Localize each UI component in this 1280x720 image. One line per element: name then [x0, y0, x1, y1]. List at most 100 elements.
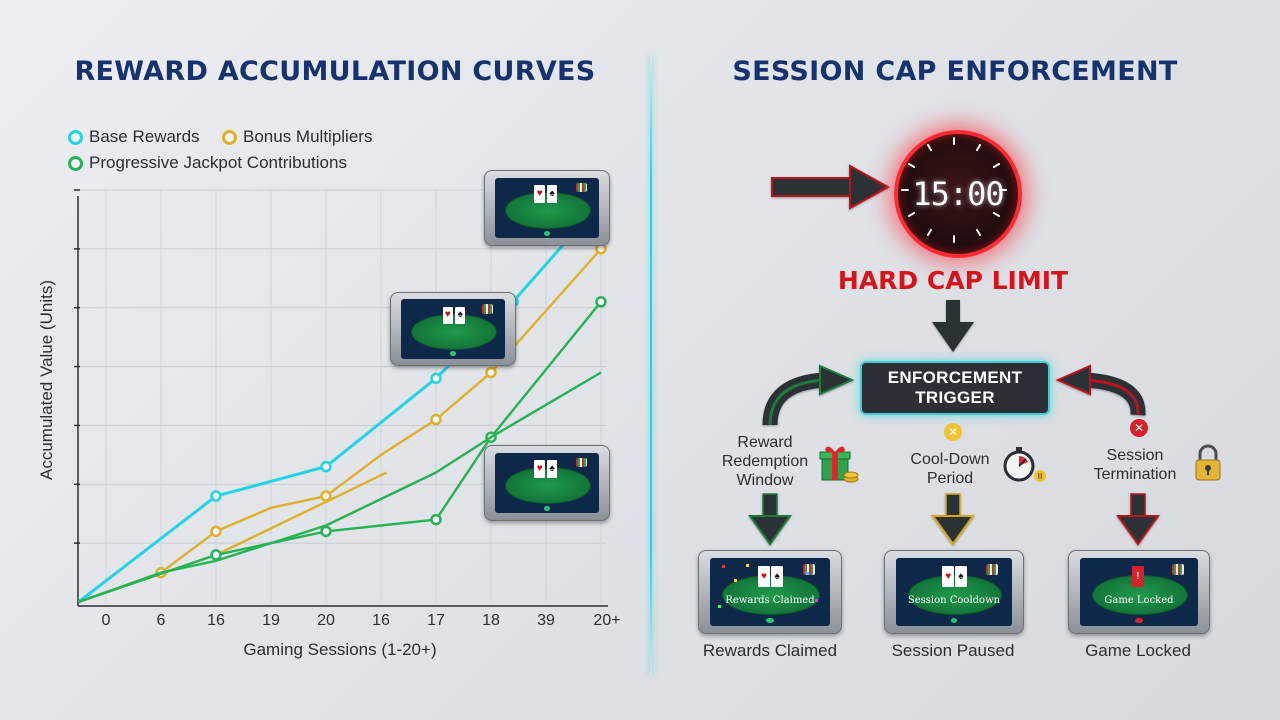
cooldown-x-icon: ✕ [944, 423, 962, 441]
enforcement-trigger: ENFORCEMENT TRIGGER [860, 361, 1050, 415]
input-arrow [771, 164, 891, 210]
chip-stack-icon [986, 563, 999, 575]
series-line-3 [78, 301, 602, 604]
confetti-icon [717, 605, 721, 609]
cooldown-down-arrow [931, 493, 975, 546]
series-point [320, 460, 332, 473]
stopwatch-icon: II [1003, 447, 1046, 482]
termination-curve-arrow [1055, 364, 1146, 416]
gift-coins-icon [819, 446, 859, 483]
poker-table [411, 313, 497, 350]
legend-label: Progressive Jackpot Contributions [89, 153, 347, 172]
card-hearts-icon: ♥ [758, 566, 770, 587]
warning-card-icon: ! [1131, 566, 1144, 587]
svg-text:✕: ✕ [948, 425, 958, 439]
label-line: Redemption [721, 453, 809, 470]
series-point [430, 513, 442, 526]
branch-label-redemption: Reward Redemption Window [700, 433, 830, 490]
timer-tick [907, 163, 916, 168]
branch-label-cooldown: Cool-Down Period [890, 450, 1010, 488]
confetti-icon [722, 565, 726, 569]
svg-text:✕: ✕ [1134, 421, 1144, 435]
x-tick-label: 16 [207, 612, 225, 629]
series-point [430, 372, 442, 385]
chart-series [77, 196, 607, 604]
timer-tick [976, 228, 981, 237]
tablet-message: Game Locked [1104, 595, 1174, 607]
chip-stack-icon [576, 182, 587, 193]
legend-item-base-rewards: Base Rewards [68, 127, 200, 147]
series-point [210, 525, 222, 538]
trigger-line-2: TRIGGER [915, 388, 995, 407]
x-tick-label: 16 [372, 612, 390, 629]
tablet-message: Session Cooldown [907, 595, 1001, 607]
redemption-curve-arrow [762, 364, 855, 426]
tablet-session-paused: ♥ ♠ Session Cooldown [884, 550, 1024, 634]
confetti-icon [734, 578, 738, 582]
tablet-screen: ♥ ♠ [494, 452, 600, 514]
card-spades-icon: ♠ [955, 566, 967, 587]
padlock-icon [1195, 444, 1221, 481]
legend-label: Base Rewards [89, 127, 200, 146]
hardcap-down-arrow [932, 300, 974, 352]
confetti-icon [815, 598, 819, 602]
right-panel-title: SESSION CAP ENFORCEMENT [732, 56, 1178, 87]
series-point [210, 490, 222, 502]
hard-cap-label: HARD CAP LIMIT [837, 266, 1069, 295]
termination-down-arrow [1116, 493, 1160, 546]
timer-tick [992, 212, 1001, 217]
home-button-icon [950, 617, 958, 623]
tablet-screen: ♥ ♠ [494, 177, 600, 239]
tablet-message: Rewards Claimed [725, 595, 815, 607]
chip-stack-icon [576, 457, 587, 468]
label-line: Termination [1093, 466, 1177, 483]
x-axis-label: Gaming Sessions (1-20+) [243, 640, 437, 659]
home-button-icon [543, 506, 551, 511]
timer-ticks [901, 137, 1007, 243]
timer-tick [992, 163, 1001, 168]
panel-divider [650, 55, 652, 675]
svg-text:II: II [1038, 472, 1043, 481]
timer-tick [927, 228, 932, 237]
series-point [430, 413, 442, 426]
label-line: Period [926, 470, 974, 487]
series-point [595, 296, 607, 308]
redemption-down-arrow [748, 493, 792, 546]
card-hearts-icon: ♥ [942, 566, 954, 587]
card-hearts-icon: ♥ [534, 459, 545, 479]
series-point [485, 366, 497, 379]
series-point [320, 525, 332, 538]
timer-tick [907, 212, 916, 217]
x-tick-label: 39 [537, 612, 555, 629]
reward-chart [74, 189, 608, 607]
x-tick-label: 20 [317, 612, 335, 629]
tablet-chart-middle: ♥ ♠ [390, 292, 516, 366]
tablet-game-locked: ! Game Locked [1068, 550, 1210, 634]
tablet-chart-bottom: ♥ ♠ [484, 445, 610, 521]
home-button-icon [766, 617, 774, 623]
y-axis-label-text: Accumulated Value (Units) [37, 280, 56, 480]
timer-display: 15:00 [912, 175, 1004, 213]
tablet-screen: ♥ ♠ [400, 299, 506, 359]
label-line: Window [736, 472, 794, 489]
card-hearts-icon: ♥ [534, 184, 545, 204]
outcome-session-paused: Session Paused [891, 641, 1015, 660]
legend-marker-icon [68, 129, 83, 145]
legend-item-bonus-multipliers: Bonus Multipliers [222, 127, 372, 147]
x-tick-label: 19 [262, 612, 280, 629]
poker-table [722, 574, 820, 616]
home-button-icon [543, 231, 551, 236]
tablet-rewards-claimed: ♥ ♠ Rewards Claimed [698, 550, 842, 634]
series-line-4 [78, 371, 602, 604]
confetti-icon [746, 563, 750, 567]
x-tick-label: 0 [101, 612, 111, 629]
card-hearts-icon: ♥ [442, 306, 453, 325]
card-spades-icon: ♠ [546, 459, 558, 479]
confetti-icon [805, 571, 809, 575]
session-timer: 15:00 [894, 130, 1022, 258]
left-panel-title: REWARD ACCUMULATION CURVES [74, 56, 596, 87]
timer-tick [927, 143, 932, 152]
legend-item-jackpot-contributions: Progressive Jackpot Contributions [68, 153, 347, 173]
legend-label: Bonus Multipliers [243, 127, 373, 146]
card-spades-icon: ♠ [546, 184, 558, 204]
